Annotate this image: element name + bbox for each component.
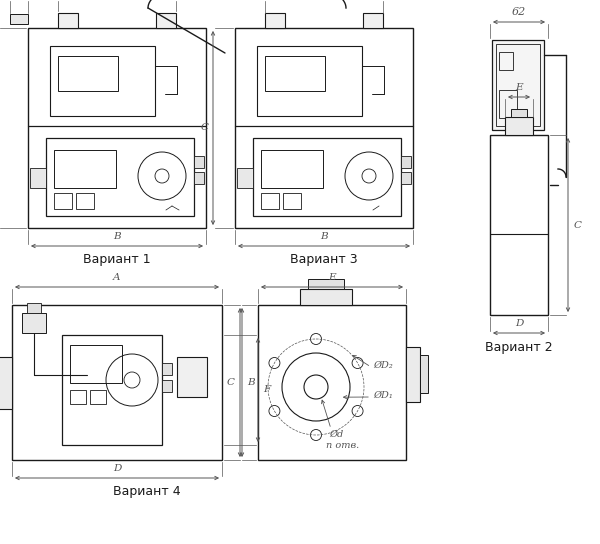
Bar xyxy=(505,117,533,135)
Bar xyxy=(235,28,413,228)
Bar xyxy=(496,44,540,126)
Bar xyxy=(28,28,206,228)
Bar xyxy=(162,363,172,375)
Bar xyxy=(54,150,116,188)
Text: ØD₁: ØD₁ xyxy=(373,391,393,399)
Bar xyxy=(162,380,172,392)
Bar xyxy=(46,138,194,216)
Text: n отв.: n отв. xyxy=(326,441,359,449)
Bar xyxy=(253,138,401,216)
Bar xyxy=(300,289,352,305)
Bar xyxy=(177,357,207,397)
Text: Вариант 4: Вариант 4 xyxy=(113,485,181,498)
Bar xyxy=(283,193,301,209)
Bar xyxy=(58,56,118,91)
Bar xyxy=(70,390,86,404)
Bar xyxy=(492,40,544,130)
Bar xyxy=(62,335,162,445)
Bar xyxy=(261,193,279,209)
Bar xyxy=(258,305,406,460)
Bar xyxy=(194,156,204,168)
Text: F: F xyxy=(263,386,270,394)
Text: A: A xyxy=(113,273,121,282)
Text: Вариант 2: Вариант 2 xyxy=(485,341,553,354)
Text: Вариант 3: Вариант 3 xyxy=(290,254,358,267)
Bar xyxy=(257,46,362,116)
Text: Вариант 1: Вариант 1 xyxy=(83,254,151,267)
Bar xyxy=(499,52,513,70)
Bar xyxy=(261,150,323,188)
Bar xyxy=(406,347,420,402)
Bar xyxy=(265,13,285,28)
Bar xyxy=(401,156,411,168)
Text: D: D xyxy=(515,319,523,328)
Bar xyxy=(194,172,204,184)
Bar xyxy=(12,305,222,460)
Text: E: E xyxy=(515,83,523,92)
Text: B: B xyxy=(320,232,328,241)
Text: C: C xyxy=(227,378,235,387)
Text: B: B xyxy=(113,232,121,241)
Text: E: E xyxy=(328,273,336,282)
Text: C: C xyxy=(201,123,209,133)
Text: Ød: Ød xyxy=(329,430,343,438)
Text: ØD₂: ØD₂ xyxy=(373,361,393,369)
Bar xyxy=(420,355,428,393)
Bar xyxy=(30,168,46,188)
Bar xyxy=(499,90,517,118)
Text: C: C xyxy=(574,220,582,230)
Bar xyxy=(401,172,411,184)
Bar xyxy=(50,46,155,116)
Bar xyxy=(0,357,12,409)
Bar xyxy=(10,14,28,24)
Bar xyxy=(363,13,383,28)
Bar xyxy=(511,109,527,117)
Bar xyxy=(27,303,41,313)
Bar xyxy=(265,56,325,91)
Text: D: D xyxy=(113,464,121,473)
Bar xyxy=(54,193,72,209)
Text: B: B xyxy=(247,378,254,387)
Text: 62: 62 xyxy=(512,7,526,17)
Bar xyxy=(308,279,344,289)
Bar xyxy=(490,135,548,315)
Bar xyxy=(70,345,122,383)
Bar xyxy=(90,390,106,404)
Bar xyxy=(22,313,46,333)
Bar xyxy=(76,193,94,209)
Bar xyxy=(58,13,78,28)
Bar xyxy=(237,168,253,188)
Bar xyxy=(156,13,176,28)
